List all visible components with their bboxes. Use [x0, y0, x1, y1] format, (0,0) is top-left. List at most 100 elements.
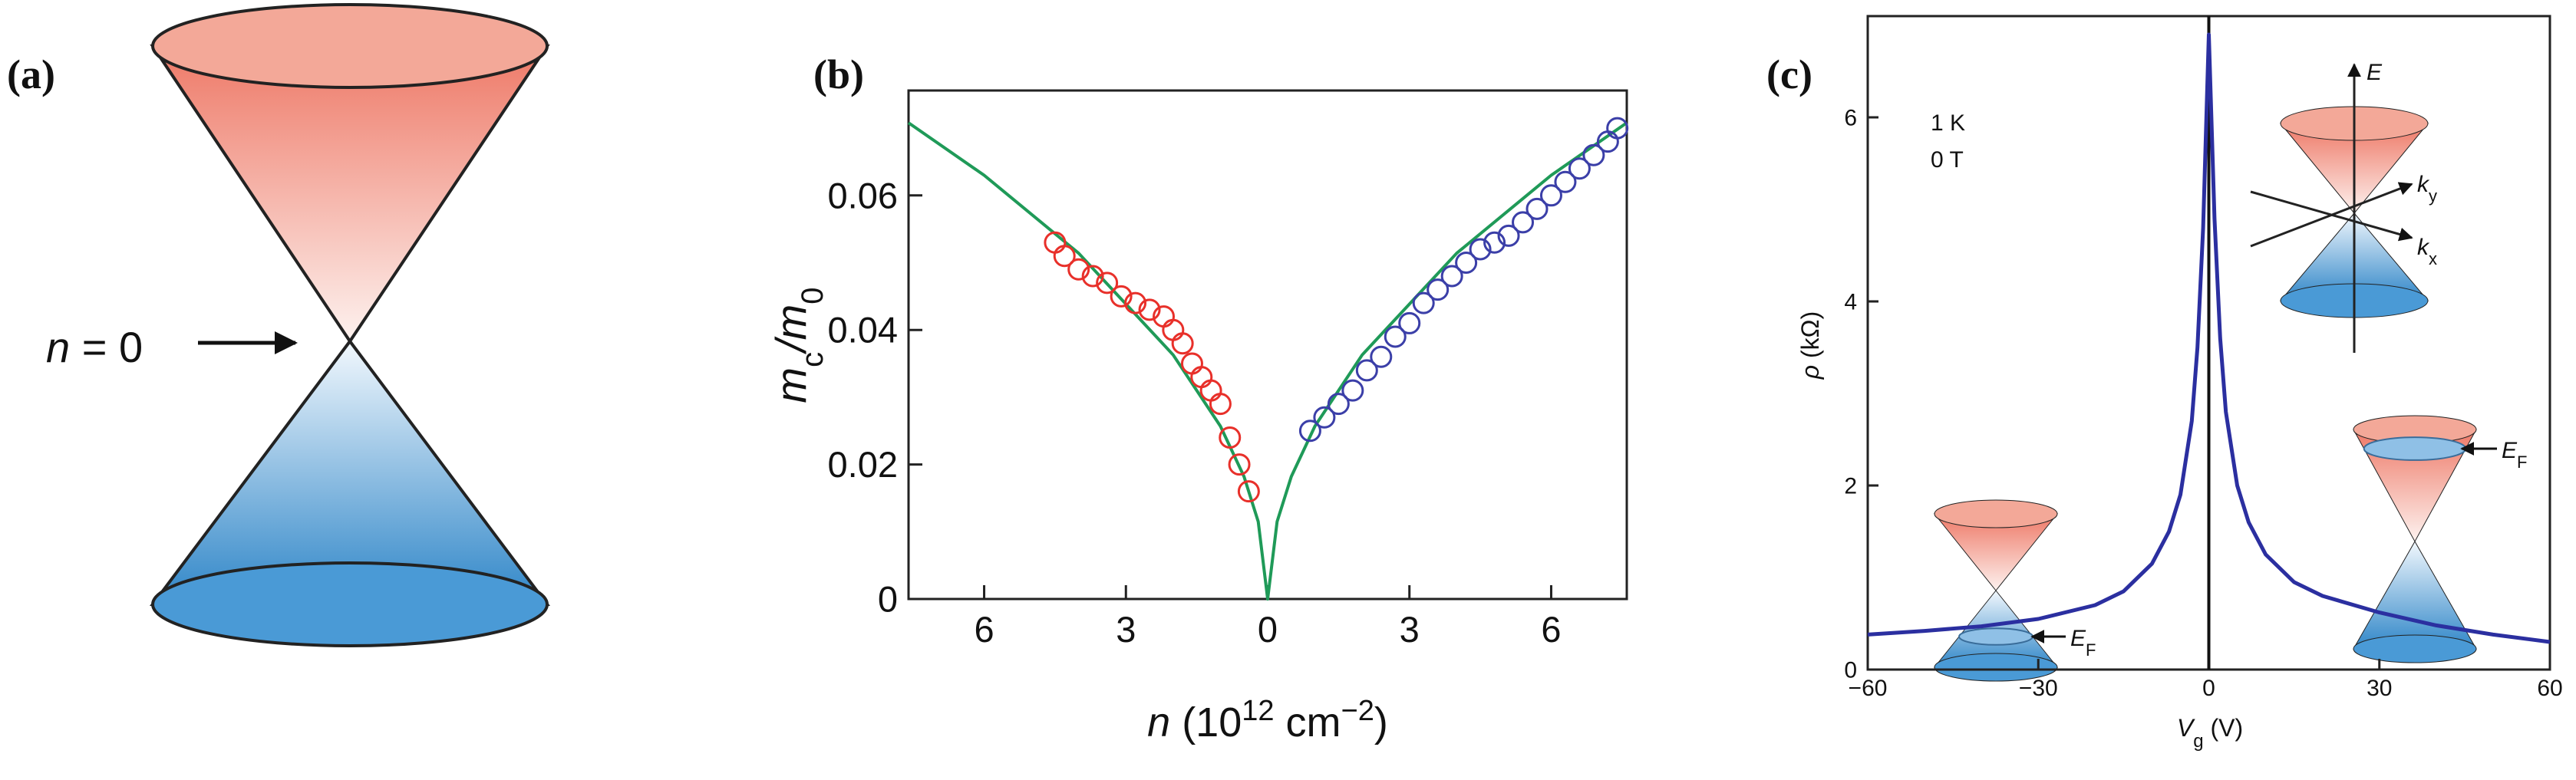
x-axis-label: n (1012 cm−2)	[1147, 695, 1388, 745]
x-tick-label: −30	[2019, 676, 2058, 701]
y-tick-label: 0.02	[828, 444, 898, 485]
data-point	[1219, 426, 1242, 449]
data-point	[1096, 272, 1119, 295]
data-point	[1398, 311, 1421, 334]
inset-label: EF	[2070, 626, 2096, 660]
data-point	[1053, 245, 1076, 268]
data-point	[1341, 379, 1364, 402]
cone-layer	[150, 3, 2477, 682]
data-point	[1370, 345, 1393, 368]
cone-rim	[1934, 499, 2058, 528]
label-part: g	[2193, 731, 2203, 752]
data-point	[1190, 366, 1213, 389]
label-part: k	[2417, 172, 2430, 197]
label-part: (V)	[2204, 714, 2244, 742]
inset-label: kx	[2417, 235, 2437, 268]
data-point	[1313, 406, 1336, 429]
plot-frame	[907, 89, 1628, 601]
data-line	[1867, 32, 2551, 644]
y-axis-label: ρ (kΩ)	[1796, 311, 1824, 380]
label-part: y	[2429, 186, 2437, 206]
data-point	[1412, 291, 1435, 314]
annotation: 1 K	[1931, 110, 1965, 136]
panel-label: (a)	[7, 51, 55, 97]
data-point	[1384, 325, 1407, 348]
data-point	[1110, 285, 1133, 308]
y-tick-label: 0	[878, 578, 898, 619]
data-point	[1298, 420, 1321, 443]
data-point	[1427, 278, 1450, 301]
y-axis-label: mc/m0	[767, 287, 830, 403]
x-tick-label: 3	[1116, 609, 1136, 650]
data-point	[1440, 265, 1463, 288]
label-part: (kΩ)	[1796, 311, 1824, 365]
label-part: (10	[1170, 699, 1242, 745]
x-tick-label: 60	[2537, 676, 2562, 701]
plot: 6 3 0 3 6 0 0.02 0.04 0.06	[828, 89, 1629, 650]
plot: −60 −30 0 30 60 0 2 4 6	[1844, 15, 2563, 701]
y-tick-label: 0.04	[828, 310, 898, 351]
label-part: cm	[1275, 699, 1341, 745]
label-part: 12	[1242, 695, 1274, 727]
y-tick-label: 2	[1844, 474, 1857, 499]
label-part: V	[2177, 714, 2195, 742]
x-tick-label: 30	[2367, 676, 2392, 701]
label-part: E	[2070, 626, 2086, 651]
upper-cone	[150, 44, 550, 344]
y-tick-label: 4	[1844, 290, 1857, 315]
label-part: m	[767, 367, 815, 403]
data-point	[1199, 379, 1222, 402]
label-part: /m	[767, 304, 815, 355]
fermi-level	[2363, 436, 2467, 461]
dirac-point-label: n = 0	[46, 323, 143, 371]
panel-label: (c)	[1766, 51, 1812, 97]
annotation: 0 T	[1931, 147, 1964, 173]
inset-label: E	[2367, 60, 2383, 85]
x-tick-label: −60	[1849, 676, 1888, 701]
x-axis-label: Vg (V)	[2177, 714, 2243, 752]
data-point	[1554, 170, 1577, 193]
fermi-level	[1958, 627, 2033, 646]
label-part: k	[2417, 235, 2430, 260]
cone-rim	[2353, 634, 2477, 663]
x-tick-label: 3	[1400, 609, 1420, 650]
data-point	[1124, 291, 1147, 314]
data-point	[1568, 157, 1591, 180]
x-tick-label: 6	[1541, 609, 1561, 650]
data-point	[1171, 332, 1194, 355]
cone-rim	[151, 561, 549, 647]
data-point	[1209, 393, 1232, 416]
label-part: F	[2086, 640, 2096, 660]
data-point	[1237, 480, 1260, 503]
y-tick-label: 0	[1844, 658, 1857, 683]
data-point	[1497, 224, 1520, 247]
data-point	[1162, 318, 1185, 341]
inset-label: ky	[2417, 172, 2437, 206]
data-point	[1582, 143, 1605, 166]
data-point	[1355, 359, 1378, 382]
data-point	[1483, 231, 1506, 254]
label-part: c	[796, 352, 830, 367]
data-point	[1228, 453, 1251, 476]
data-line	[907, 121, 1628, 601]
inset-label: EF	[2502, 438, 2527, 472]
panel-label: (b)	[813, 51, 864, 97]
data-point	[1455, 252, 1478, 275]
data-point	[1606, 117, 1629, 140]
lower-cone	[2353, 540, 2477, 650]
y-tick-label: 6	[1844, 106, 1857, 131]
label-part: )	[1374, 699, 1388, 745]
label-part: n	[46, 323, 70, 371]
y-tick-label: 0.06	[828, 175, 898, 216]
x-tick-label: 0	[2202, 676, 2215, 701]
label-part: x	[2429, 249, 2437, 268]
data-point	[1180, 352, 1203, 375]
label-part: F	[2517, 453, 2527, 472]
data-point	[1469, 238, 1492, 261]
data-point	[1525, 197, 1549, 220]
inset-axis	[2250, 190, 2413, 242]
data-point	[1138, 298, 1161, 321]
label-part: 0	[796, 287, 830, 304]
label-part: = 0	[70, 323, 143, 371]
